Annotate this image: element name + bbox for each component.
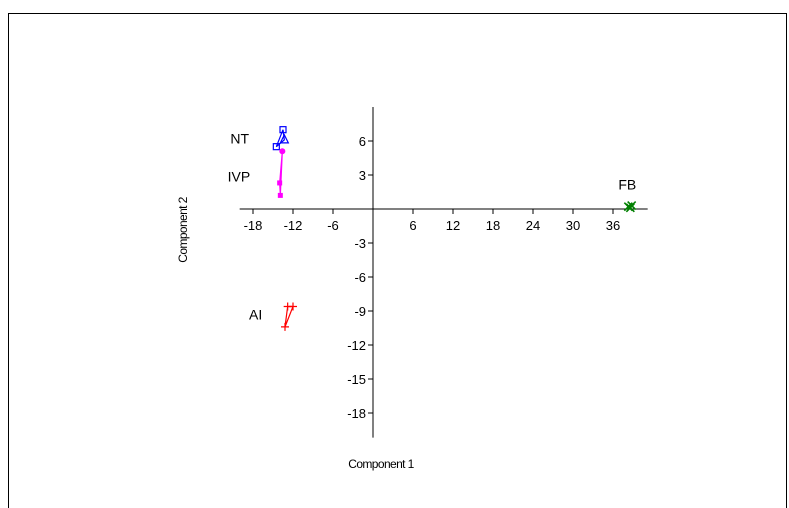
data-point — [279, 126, 287, 134]
y-tick-label: 3 — [359, 168, 366, 183]
series-ivp — [277, 148, 286, 198]
x-tick-label: 18 — [486, 218, 500, 233]
x-tick-label: 24 — [526, 218, 540, 233]
y-tick-label: -3 — [354, 236, 366, 251]
data-point — [279, 148, 286, 155]
series-line — [284, 305, 294, 328]
axes — [239, 107, 648, 438]
y-tick-label: -9 — [354, 304, 366, 319]
x-tick-label: -18 — [244, 218, 263, 233]
data-point — [289, 302, 297, 311]
data-point — [281, 322, 289, 331]
y-tick-label: -15 — [347, 372, 366, 387]
x-tick-label: -6 — [327, 218, 339, 233]
x-axis-title: Component 1 — [348, 457, 414, 471]
group-label-ivp: IVP — [228, 169, 251, 185]
x-tick-label: 12 — [446, 218, 460, 233]
group-labels: NT IVP AI FB — [228, 131, 637, 323]
series-nt — [272, 126, 290, 151]
y-tick-label: -18 — [347, 406, 366, 421]
x-tick-label: 36 — [606, 218, 620, 233]
data-point — [625, 203, 635, 213]
data-point — [277, 192, 283, 198]
series-line — [279, 151, 283, 196]
data-point — [279, 133, 290, 144]
data-point — [272, 143, 280, 151]
series-ai — [281, 302, 297, 331]
y-tick-label: -6 — [354, 270, 366, 285]
axis-ticks: -18 -12 -6 6 12 18 24 30 36 6 3 -3 -6 -9 -12 -15 -18 — [244, 134, 621, 421]
data-point — [277, 180, 283, 186]
group-label-ai: AI — [249, 306, 262, 322]
chart-frame — [8, 13, 787, 508]
y-tick-label: -12 — [347, 338, 366, 353]
group-label-fb: FB — [618, 177, 636, 193]
series-fb — [623, 201, 637, 213]
data-marks — [272, 126, 637, 331]
x-tick-label: -12 — [284, 218, 303, 233]
x-tick-label: 6 — [409, 218, 416, 233]
x-tick-label: 30 — [566, 218, 580, 233]
y-axis-title: Component 2 — [176, 196, 190, 262]
group-label-nt: NT — [230, 131, 249, 147]
y-tick-label: 6 — [359, 134, 366, 149]
